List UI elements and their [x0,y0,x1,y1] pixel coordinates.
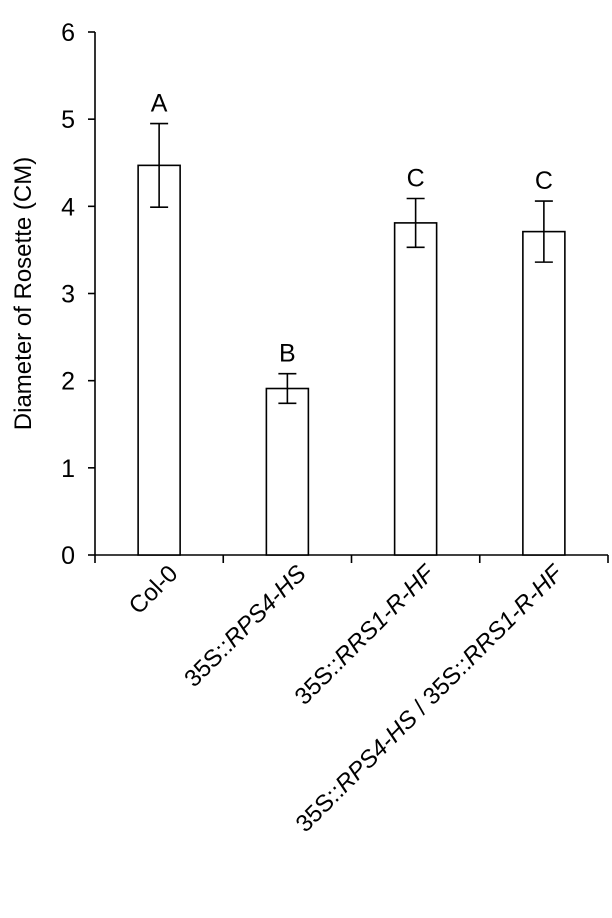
significance-letter: C [535,167,553,195]
y-tick-label: 5 [61,106,75,134]
y-tick-label: 6 [61,19,75,47]
bar [393,222,438,556]
y-tick-label: 0 [61,542,75,570]
y-tick-label: 2 [61,368,75,396]
y-tick-label: 1 [61,455,75,483]
x-tick-label: Col-0 [124,560,184,620]
y-tick-label: 4 [61,193,75,221]
bar [137,164,181,556]
significance-letter: C [407,164,425,192]
bar [265,387,310,556]
x-tick-label: 35S::RPS4-HS [179,560,311,692]
x-tick-label-part: / 35S:: [404,652,477,725]
x-tick-label: 35S::RPS4-HS / 35S::RRS1-R-HF [291,559,569,837]
y-axis-title: Diameter of Rosette (CM) [10,157,37,430]
x-tick-label-part: RPS4-HS [219,560,312,653]
x-tick-label-part: Col-0 [124,560,184,620]
y-axis: 0 1 2 3 4 5 6 [61,19,96,570]
significance-letter: B [279,340,296,368]
x-tick-label-part: RRS1-R-HF [329,559,440,670]
significance-letter: A [151,90,168,118]
bar [522,230,566,556]
x-tick-label: 35S::RRS1-R-HF [290,559,441,710]
x-tick-label-part: RPS4-HS [330,705,423,798]
y-tick-label: 3 [61,281,75,309]
x-axis [94,554,609,563]
bars [137,122,566,556]
x-tick-label-part: RRS1-R-HF [458,559,569,670]
